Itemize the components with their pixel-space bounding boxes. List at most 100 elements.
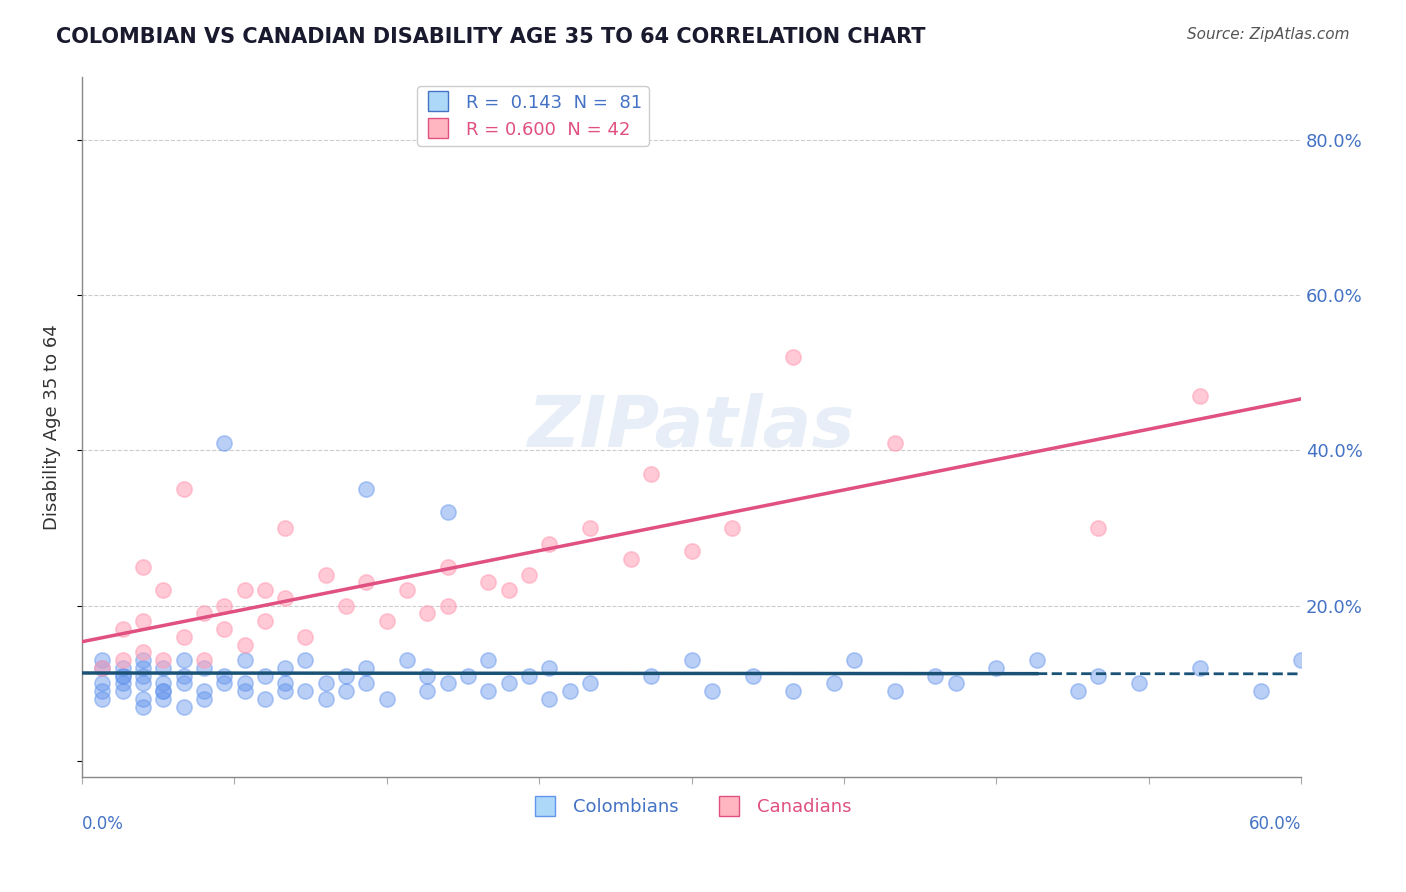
Point [924,668,946,682]
Y-axis label: Disability Age 35 to 64: Disability Age 35 to 64 [44,324,60,530]
Text: Source: ZipAtlas.com: Source: ZipAtlas.com [1187,27,1350,42]
Point [315,567,337,582]
Point [152,661,174,675]
Point [152,676,174,690]
Point [132,692,155,706]
Point [558,684,581,698]
Point [1250,684,1272,698]
Point [152,583,174,598]
Point [315,676,337,690]
Point [640,467,662,481]
Point [1026,653,1049,667]
Point [335,599,357,613]
Point [233,676,256,690]
Point [212,599,235,613]
Point [91,661,114,675]
Point [91,692,114,706]
Point [517,567,540,582]
Point [619,552,641,566]
Point [132,699,155,714]
Point [538,536,561,550]
Point [253,583,276,598]
Point [111,668,134,682]
Point [335,668,357,682]
Point [91,653,114,667]
Point [152,692,174,706]
Point [91,661,114,675]
Point [883,684,905,698]
Point [356,676,378,690]
Point [253,614,276,628]
Point [477,684,499,698]
Point [498,583,520,598]
Point [294,630,316,644]
Point [517,668,540,682]
Point [721,521,744,535]
Point [91,676,114,690]
Point [274,591,297,605]
Point [579,521,602,535]
Point [212,668,235,682]
Point [274,661,297,675]
Point [193,661,215,675]
Point [111,622,134,636]
Point [579,676,602,690]
Point [436,506,458,520]
Point [233,583,256,598]
Point [294,653,316,667]
Point [741,668,763,682]
Point [173,630,195,644]
Point [416,668,439,682]
Point [212,435,235,450]
Point [212,676,235,690]
Point [883,435,905,450]
Point [274,676,297,690]
Point [111,661,134,675]
Point [274,684,297,698]
Point [436,676,458,690]
Point [1066,684,1088,698]
Point [152,653,174,667]
Point [152,684,174,698]
Point [823,676,845,690]
Point [416,607,439,621]
Point [1188,661,1211,675]
Point [681,653,703,667]
Point [132,560,155,574]
Point [111,653,134,667]
Text: COLOMBIAN VS CANADIAN DISABILITY AGE 35 TO 64 CORRELATION CHART: COLOMBIAN VS CANADIAN DISABILITY AGE 35 … [56,27,925,46]
Point [111,676,134,690]
Point [436,599,458,613]
Point [132,668,155,682]
Point [212,622,235,636]
Text: 60.0%: 60.0% [1249,815,1301,833]
Point [132,653,155,667]
Text: 0.0%: 0.0% [82,815,124,833]
Point [782,684,804,698]
Point [335,684,357,698]
Point [396,583,419,598]
Point [193,607,215,621]
Point [233,638,256,652]
Point [152,684,174,698]
Legend: Colombians, Canadians: Colombians, Canadians [524,791,859,823]
Point [538,661,561,675]
Point [132,661,155,675]
Point [315,692,337,706]
Point [111,668,134,682]
Point [1188,389,1211,403]
Point [457,668,479,682]
Point [477,653,499,667]
Point [1128,676,1150,690]
Point [1087,668,1109,682]
Point [356,661,378,675]
Point [356,575,378,590]
Point [375,692,398,706]
Point [233,684,256,698]
Point [416,684,439,698]
Point [132,614,155,628]
Point [193,653,215,667]
Point [294,684,316,698]
Point [253,668,276,682]
Point [700,684,723,698]
